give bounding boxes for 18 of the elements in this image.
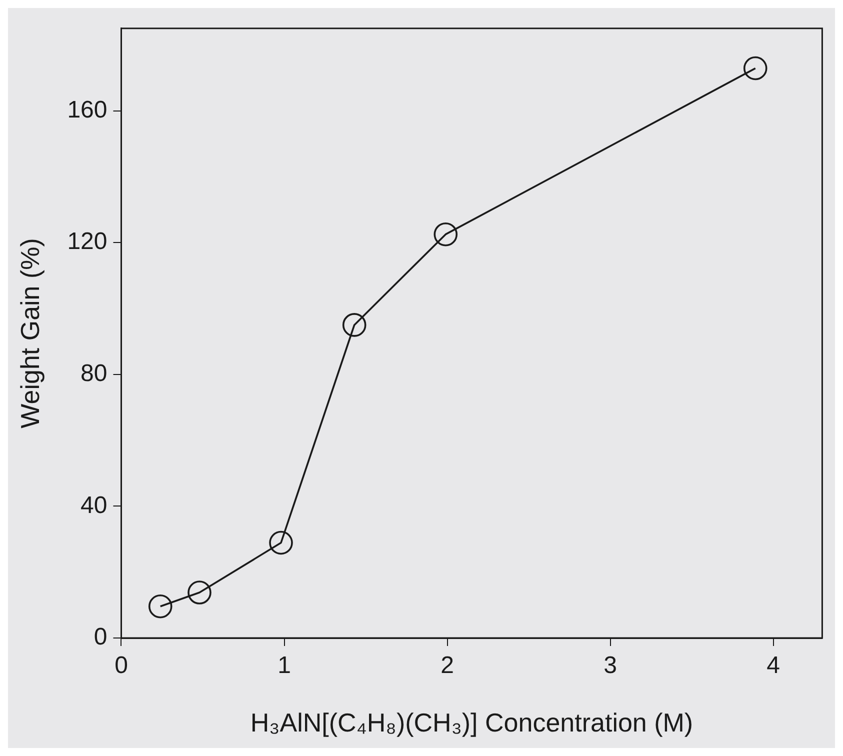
y-tick-label: 40	[80, 492, 108, 519]
x-axis-title: H₃AlN[(C₄H₈)(CH₃)] Concentration (M)	[250, 708, 694, 738]
point	[434, 222, 458, 246]
x-tick-label: 0	[114, 652, 128, 680]
point	[188, 580, 212, 604]
point	[743, 56, 768, 80]
y-tick-label: 120	[67, 228, 108, 256]
x-tick-label: 1	[278, 652, 291, 680]
y-tick-label: 80	[80, 360, 108, 388]
y-tick-label: 160	[67, 96, 108, 124]
x-tick-label: 4	[766, 652, 780, 680]
y-tick-label: 0	[94, 624, 108, 651]
point	[148, 594, 172, 618]
y-axis-title: Weight Gain (%)	[14, 238, 45, 428]
x-tick-label: 3	[604, 652, 617, 680]
x-tick-label: 2	[440, 652, 454, 680]
point	[269, 530, 293, 555]
point	[342, 313, 366, 337]
